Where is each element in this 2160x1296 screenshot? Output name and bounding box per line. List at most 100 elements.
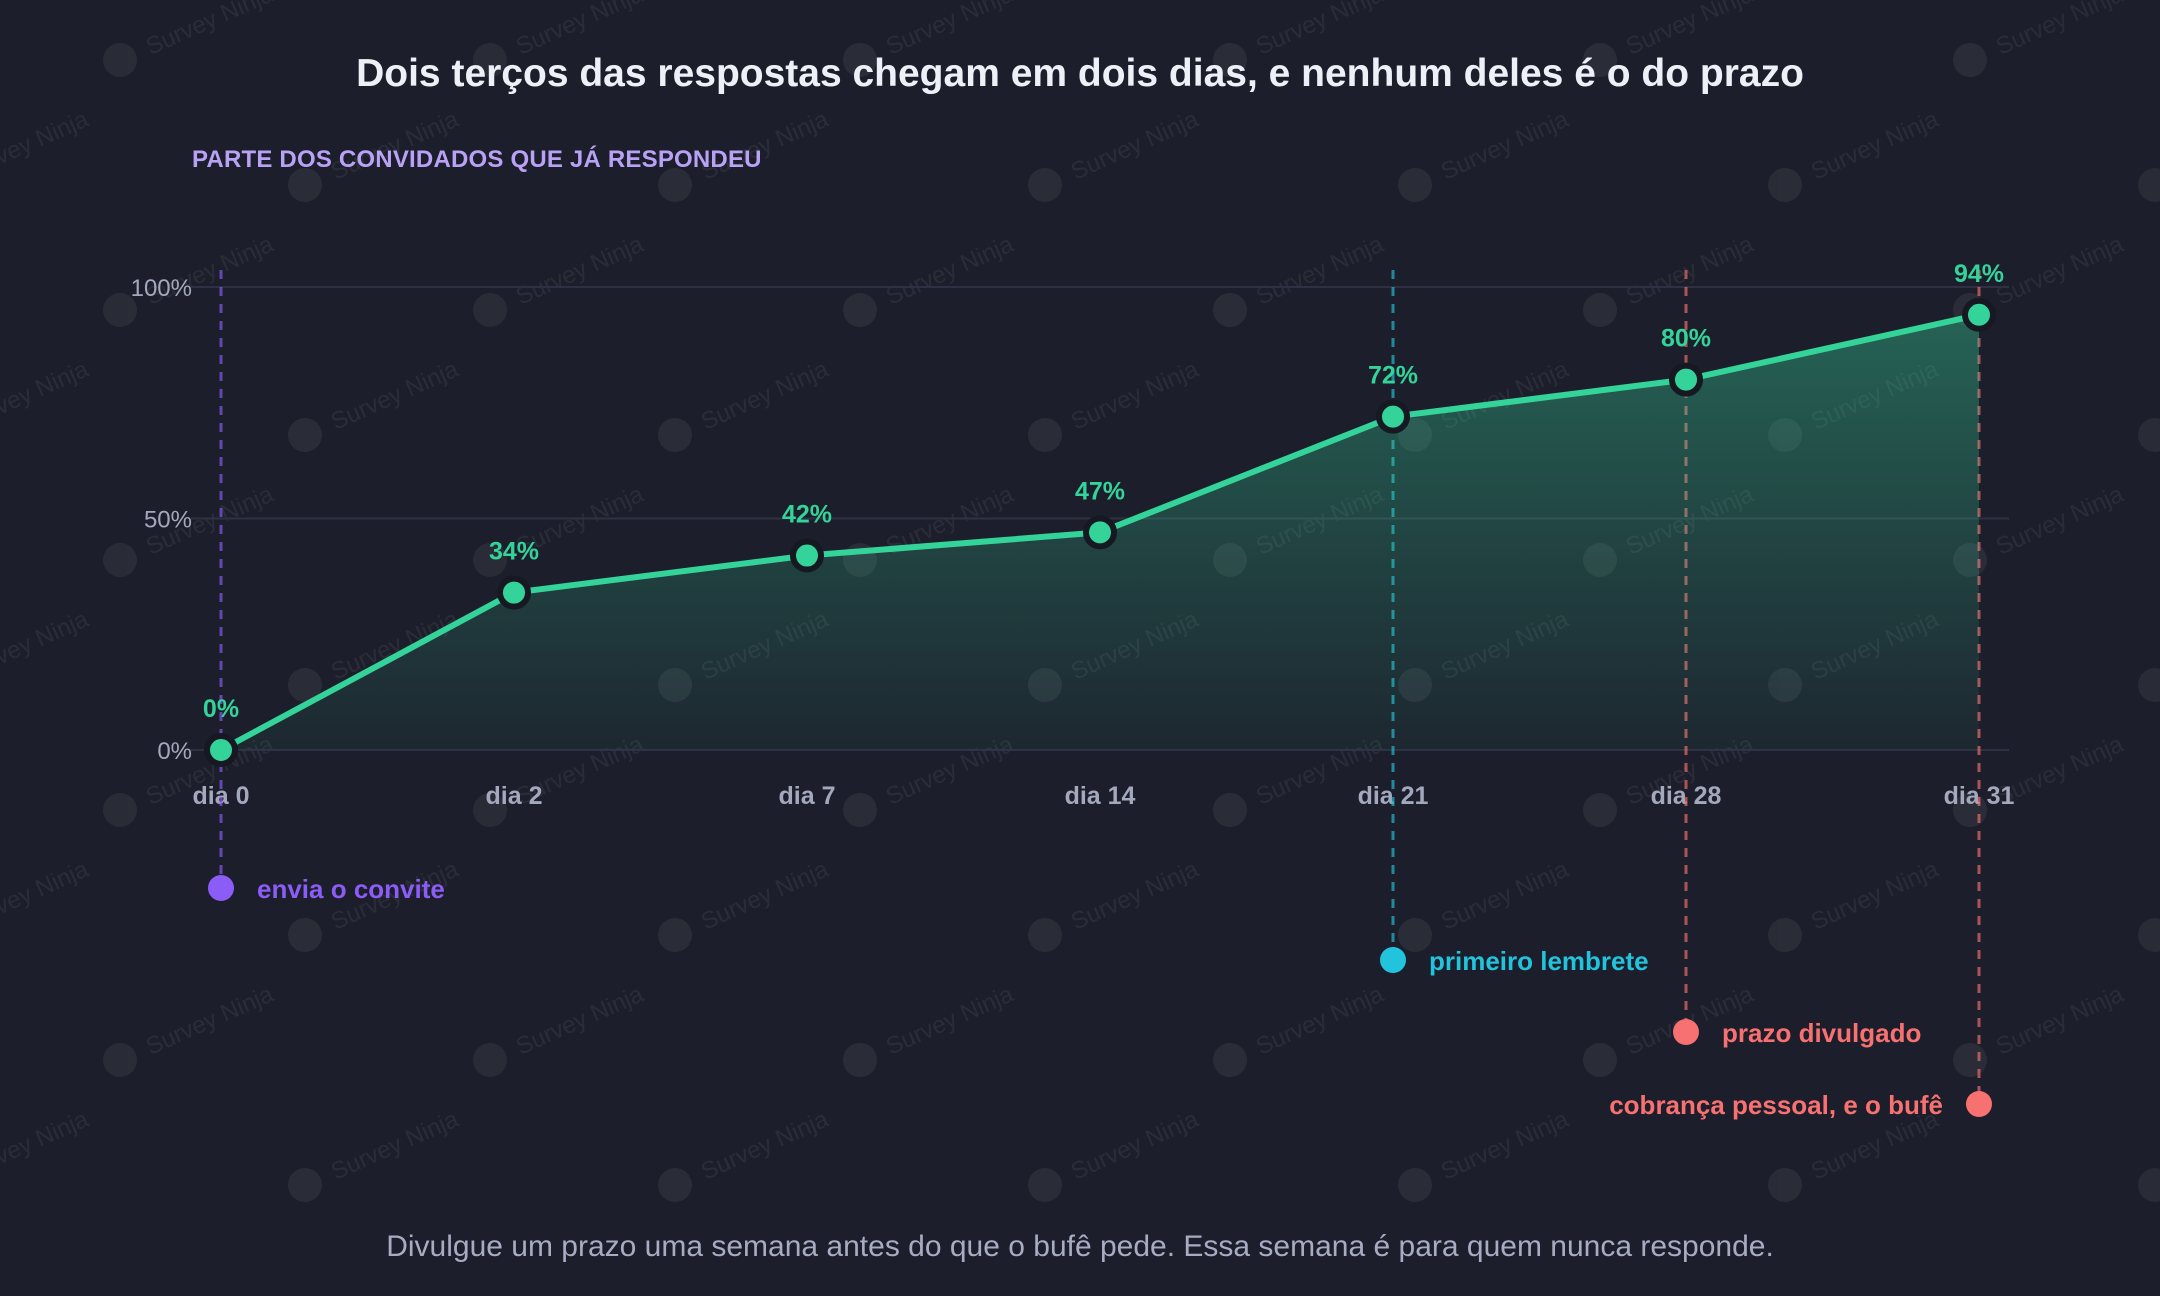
watermark-text: Survey Ninja (1807, 855, 1943, 935)
watermark-mark: Survey Ninja (1583, 230, 1758, 327)
ninja-logo-icon (2138, 1168, 2160, 1202)
watermark-mark: Survey Ninja (1768, 105, 1943, 202)
event-dot (1673, 1019, 1699, 1045)
data-point (204, 733, 238, 767)
watermark-text: Survey Ninja (0, 855, 93, 935)
x-tick-label: dia 2 (486, 782, 543, 810)
ninja-logo-icon (1583, 793, 1617, 827)
ninja-logo-icon (1398, 1168, 1432, 1202)
watermark-mark: Survey Ninja (2138, 1168, 2160, 1202)
watermark-mark: Survey Ninja (1583, 0, 1758, 77)
watermark-text: Survey Ninja (1992, 230, 2128, 310)
ninja-logo-icon (288, 668, 322, 702)
ninja-logo-icon (1028, 418, 1062, 452)
watermark-text: Survey Ninja (1067, 355, 1203, 435)
watermark-mark: Survey Ninja (288, 1105, 463, 1202)
watermark-mark: Survey Ninja (473, 230, 648, 327)
event-label: prazo divulgado (1722, 1018, 1921, 1048)
data-point (1083, 515, 1117, 550)
watermark-mark: Survey Ninja (1953, 980, 2128, 1077)
watermark-mark: Survey Ninja (103, 980, 278, 1077)
data-label: 0% (203, 695, 239, 723)
x-tick-label: dia 14 (1065, 782, 1136, 810)
watermark-mark: Survey Ninja (843, 0, 1018, 77)
watermark-text: Survey Ninja (0, 105, 93, 185)
data-label: 47% (1075, 477, 1125, 505)
watermark-text: Survey Ninja (512, 0, 648, 61)
watermark-mark: Survey Ninja (2138, 918, 2160, 952)
watermark-text: Survey Ninja (882, 0, 1018, 61)
ninja-logo-icon (103, 793, 137, 827)
ninja-logo-icon (843, 1043, 877, 1077)
watermark-mark: Survey Ninja (473, 0, 648, 77)
watermark-text: Survey Ninja (142, 980, 278, 1060)
watermark-mark: Survey Ninja (658, 1105, 833, 1202)
ninja-logo-icon (843, 793, 877, 827)
watermark-mark: Survey Ninja (473, 980, 648, 1077)
ninja-logo-icon (2138, 168, 2160, 202)
watermark-mark: Survey Ninja (1768, 855, 1943, 952)
watermark-text: Survey Ninja (1067, 105, 1203, 185)
watermark-mark: Survey Ninja (0, 855, 93, 935)
ninja-logo-icon (843, 43, 877, 77)
watermark-text: Survey Ninja (1067, 1105, 1203, 1185)
ninja-logo-icon (658, 168, 692, 202)
watermark-text: Survey Ninja (1252, 980, 1388, 1060)
watermark-text: Survey Ninja (697, 855, 833, 935)
watermark-mark: Survey Ninja (1213, 230, 1388, 327)
ninja-logo-icon (658, 918, 692, 952)
watermark-mark: Survey Ninja (0, 355, 93, 435)
watermark-mark: Survey Ninja (658, 105, 833, 202)
watermark-mark: Survey Ninja (1028, 1105, 1203, 1202)
watermark-mark: Survey Ninja (2138, 168, 2160, 202)
watermark-text: Survey Ninja (0, 355, 93, 435)
event-dot (208, 875, 234, 901)
ninja-logo-icon (1028, 918, 1062, 952)
ninja-logo-icon (2138, 918, 2160, 952)
series-layer (204, 297, 1996, 767)
event-dot (1966, 1091, 1992, 1117)
watermark-text: Survey Ninja (1992, 980, 2128, 1060)
watermark-mark: Survey Ninja (1028, 355, 1203, 452)
watermark-text: Survey Ninja (1067, 855, 1203, 935)
watermark-mark: Survey Ninja (1028, 855, 1203, 952)
y-tick-label: 50% (144, 507, 192, 534)
watermark-mark: Survey Ninja (103, 0, 278, 77)
watermark-mark: Survey Ninja (2138, 668, 2160, 702)
ninja-logo-icon (658, 418, 692, 452)
watermark-mark: Survey Ninja (843, 230, 1018, 327)
data-label: 34% (489, 538, 539, 566)
ninja-logo-icon (1768, 918, 1802, 952)
ninja-logo-icon (288, 168, 322, 202)
watermark-mark: Survey Ninja (0, 605, 93, 685)
watermark-text: Survey Ninja (327, 105, 463, 185)
data-label: 42% (782, 501, 832, 529)
watermark-text: Survey Ninja (327, 1105, 463, 1185)
watermark-text: Survey Ninja (1252, 230, 1388, 310)
x-tick-label: dia 7 (779, 782, 836, 810)
watermark-text: Survey Ninja (697, 1105, 833, 1185)
watermark-text: Survey Ninja (882, 230, 1018, 310)
data-label: 72% (1368, 362, 1418, 390)
event-dot (1380, 947, 1406, 973)
ninja-logo-icon (1028, 168, 1062, 202)
watermark-text: Survey Ninja (1992, 480, 2128, 560)
ninja-logo-icon (473, 793, 507, 827)
watermark-text: Survey Ninja (512, 980, 648, 1060)
watermark-text: Survey Ninja (1437, 1105, 1573, 1185)
watermark-mark: Survey Ninja (658, 355, 833, 452)
ninja-logo-icon (288, 918, 322, 952)
ninja-logo-icon (1583, 1043, 1617, 1077)
chart-title: Dois terços das respostas chegam em dois… (356, 52, 1804, 95)
ninja-logo-icon (1768, 168, 1802, 202)
ninja-logo-icon (1213, 793, 1247, 827)
ninja-logo-icon (288, 418, 322, 452)
ninja-logo-icon (1398, 168, 1432, 202)
watermark-text: Survey Ninja (512, 230, 648, 310)
watermark-mark: Survey Ninja (288, 355, 463, 452)
data-label: 80% (1661, 325, 1711, 353)
ninja-logo-icon (473, 1043, 507, 1077)
watermark-text: Survey Ninja (142, 0, 278, 61)
ninja-logo-icon (1953, 43, 1987, 77)
